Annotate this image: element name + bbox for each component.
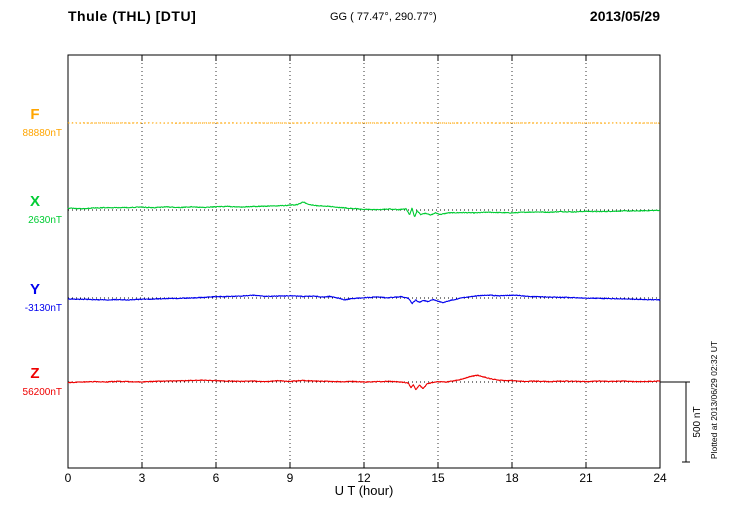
- series-letter-Z: Z: [30, 365, 40, 382]
- trace-X: [67, 201, 661, 218]
- geographic-coords: GG ( 77.47°, 290.77°): [330, 11, 437, 23]
- x-tick-label: 12: [357, 471, 371, 485]
- x-tick-label: 18: [505, 471, 519, 485]
- series-baseline-value-X: 2630nT: [28, 215, 62, 226]
- trace-Y: [67, 294, 661, 305]
- station-title: Thule (THL) [DTU]: [68, 8, 197, 24]
- series-baseline-value-Y: -3130nT: [24, 303, 62, 314]
- x-tick-label: 21: [579, 471, 593, 485]
- series-letter-X: X: [29, 193, 40, 210]
- trace-Z: [67, 374, 661, 391]
- series-baseline-value-F: 88880nT: [22, 128, 62, 139]
- plotted-at-stamp: Plotted at 2013/06/29 02:32 UT: [709, 341, 719, 459]
- series-letter-Y: Y: [29, 281, 40, 298]
- plot-date: 2013/05/29: [589, 8, 660, 24]
- x-tick-label: 6: [213, 471, 220, 485]
- x-tick-label: 24: [653, 471, 667, 485]
- scale-bar-label: 500 nT: [692, 406, 703, 437]
- series-baseline-value-Z: 56200nT: [22, 387, 62, 398]
- x-axis-title: U T (hour): [334, 483, 394, 498]
- series-letter-F: F: [30, 106, 40, 123]
- x-tick-label: 9: [287, 471, 294, 485]
- x-tick-label: 15: [431, 471, 445, 485]
- x-tick-label: 0: [65, 471, 72, 485]
- plot-border: [67, 54, 661, 469]
- x-tick-label: 3: [139, 471, 146, 485]
